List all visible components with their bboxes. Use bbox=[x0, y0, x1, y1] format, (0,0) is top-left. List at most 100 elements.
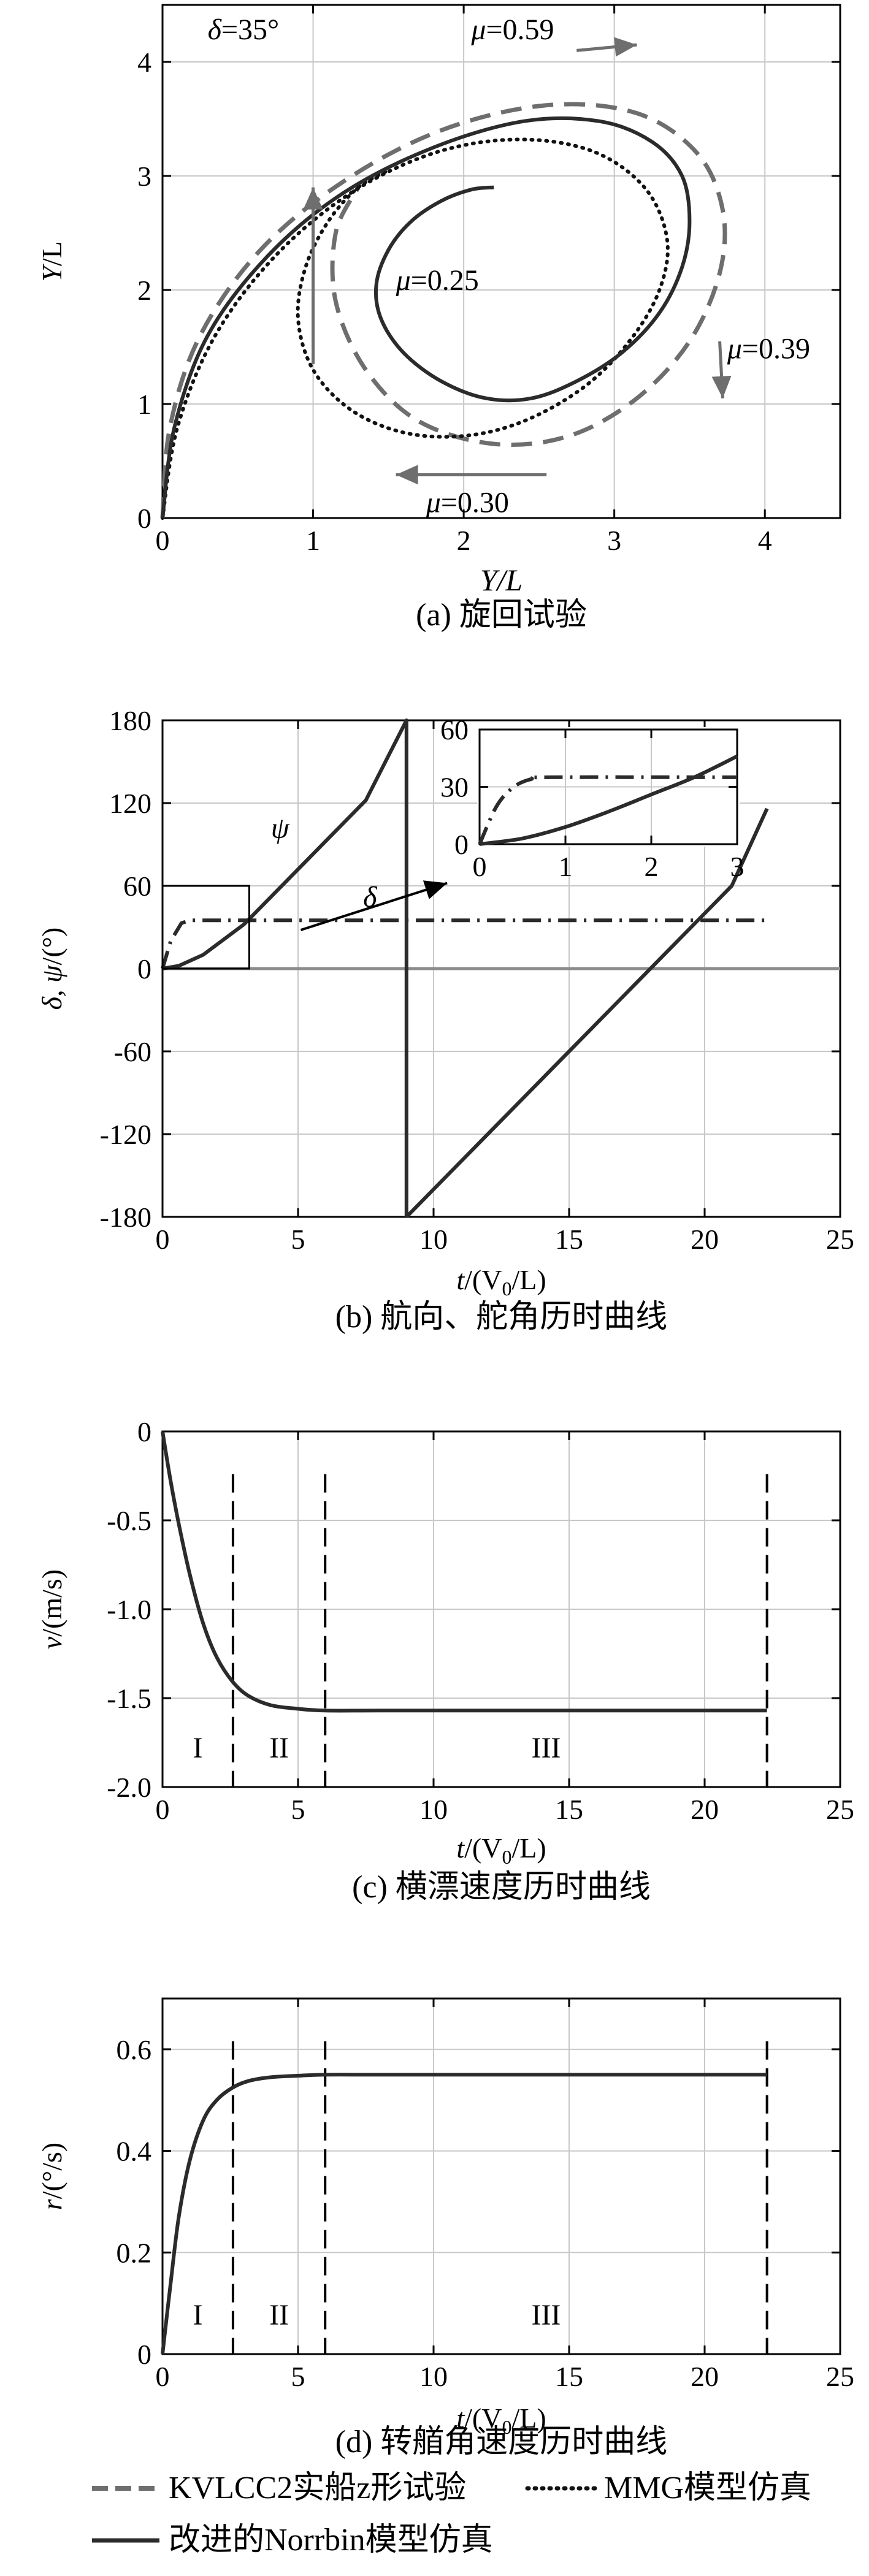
panel-a-ytick-label-4: 4 bbox=[137, 47, 151, 78]
panel-b-inset-xtick-label-0: 0 bbox=[473, 851, 487, 882]
panel-d-xtick-label-0: 0 bbox=[156, 2361, 170, 2392]
panel-d-series-norrbin bbox=[161, 2073, 767, 2355]
panel-a-xtick-label-1: 1 bbox=[306, 525, 320, 556]
panel-b-inset-xtick-label-1: 1 bbox=[559, 851, 573, 882]
panel-d-xtick-label-4: 20 bbox=[691, 2361, 719, 2392]
panel-c-xtick-label-3: 15 bbox=[555, 1794, 583, 1825]
panel-a-arrow-0-head bbox=[614, 37, 637, 57]
panel-b-ytick-label-4: -60 bbox=[114, 1036, 151, 1067]
panel-b-xtick-label-3: 15 bbox=[555, 1224, 583, 1255]
panel-c-ytick-label-1: -0.5 bbox=[107, 1505, 151, 1536]
panel-a-ytick-label-2: 2 bbox=[137, 275, 151, 306]
legend-label-dotted: MMG模型仿真 bbox=[604, 2471, 811, 2506]
panel-c-xtick-label-4: 20 bbox=[691, 1794, 719, 1825]
panel-d-xtick-label-3: 15 bbox=[555, 2361, 583, 2392]
panel-c-xtick-label-0: 0 bbox=[156, 1794, 170, 1825]
panel-c-ytick-label-0: 0 bbox=[137, 1416, 151, 1447]
panel-b-inset-ytick-label-0: 60 bbox=[440, 714, 469, 745]
panel-b-ytick-label-1: 120 bbox=[109, 788, 151, 819]
panel-b-xtick-label-1: 5 bbox=[291, 1224, 305, 1255]
panel-a-caption: (a) 旋回试验 bbox=[416, 598, 587, 633]
panel-a-annotation-3: μ=0.39 bbox=[727, 333, 810, 365]
panel-a-axes: 0 1 2 3 4 0 1 2 3 4 bbox=[137, 4, 841, 556]
panel-a-annotation-0: δ=35° bbox=[208, 13, 280, 46]
panel-a-xtick-label-3: 3 bbox=[607, 525, 621, 556]
legend-label-solid: 改进的Norrbin模型仿真 bbox=[169, 2523, 493, 2558]
panel-b-inset-series-δ bbox=[478, 775, 738, 845]
panel-d-axes: 0 5 10 15 20 25 0.6 0.4 0.2 0 bbox=[117, 1997, 854, 2392]
panel-d-ytick-label-0: 0.6 bbox=[117, 2034, 152, 2065]
panel-a-annotation-1: μ=0.59 bbox=[470, 13, 554, 46]
panel-b-annotation-0: ψ bbox=[271, 812, 290, 844]
panel-d-ytick-label-2: 0.2 bbox=[117, 2237, 152, 2268]
panel-c-xtick-label-5: 25 bbox=[826, 1794, 854, 1825]
panel-d-ytick-label-3: 0 bbox=[137, 2339, 151, 2370]
panel-d-xtick-label-1: 5 bbox=[291, 2361, 305, 2392]
panel-b-zoom-box bbox=[161, 885, 250, 970]
legend-label-dashed: KVLCC2实船z形试验 bbox=[169, 2471, 466, 2506]
panel-a-series-dotted bbox=[161, 137, 670, 520]
panel-a-xlabel: Y/L bbox=[480, 563, 523, 597]
panel-c-region-II: II bbox=[269, 1732, 289, 1764]
panel-b-annotation-1: δ bbox=[363, 881, 377, 913]
panel-b-xtick-label-5: 25 bbox=[826, 1224, 854, 1255]
panel-a-annotation-2: μ=0.25 bbox=[396, 264, 479, 297]
panel-b-ylabel: δ, ψ/(°) bbox=[36, 928, 67, 1010]
panel-d-region-II: II bbox=[269, 2299, 289, 2331]
panel-a-xtick-label-4: 4 bbox=[758, 525, 772, 556]
panel-a-series-dashed bbox=[160, 102, 727, 519]
panel-d-region-III: III bbox=[531, 2299, 561, 2331]
panel-c-region-I: I bbox=[193, 1732, 202, 1764]
panel-c-xlabel: t/(V0/L) bbox=[456, 1832, 546, 1868]
panel-c-series-norrbin bbox=[161, 1431, 767, 1713]
panel-d-caption: (d) 转艏角速度历时曲线 bbox=[335, 2425, 668, 2460]
panel-c-ytick-label-3: -1.5 bbox=[107, 1683, 151, 1714]
panel-c-xtick-label-1: 5 bbox=[291, 1794, 305, 1825]
panel-a-ytick-label-3: 3 bbox=[137, 161, 151, 192]
panel-d-ylabel: r/(°/s) bbox=[36, 2143, 67, 2210]
panel-a-frame bbox=[161, 4, 841, 519]
panel-a-ytick-label-0: 0 bbox=[137, 503, 151, 534]
panel-b-xlabel: t/(V0/L) bbox=[456, 1264, 546, 1300]
panel-b-ytick-label-3: 0 bbox=[137, 953, 151, 985]
panel-c-ytick-label-2: -1.0 bbox=[107, 1594, 151, 1625]
panel-b-series-ψ-seg-0 bbox=[162, 718, 408, 1217]
panel-a-ytick-label-1: 1 bbox=[137, 389, 151, 420]
panel-c-ylabel: v/(m/s) bbox=[36, 1569, 67, 1649]
panel-b-inset-xtick-label-2: 2 bbox=[645, 851, 659, 882]
panel-b-caption: (b) 航向、舵角历时曲线 bbox=[335, 1300, 668, 1335]
panel-b-ytick-label-6: -180 bbox=[100, 1202, 151, 1233]
panel-b-inset-xtick-label-3: 3 bbox=[730, 851, 745, 882]
panel-d-frame bbox=[161, 1997, 841, 2355]
panel-c-caption: (c) 横漂速度历时曲线 bbox=[352, 1870, 651, 1905]
panel-a-series-solid bbox=[161, 116, 692, 519]
panel-a-xtick-label-0: 0 bbox=[156, 525, 170, 556]
panel-a-ylabel: Y/L bbox=[36, 241, 67, 281]
panel-c-region-III: III bbox=[531, 1732, 561, 1764]
panel-b-inset-ytick-label-2: 0 bbox=[454, 829, 469, 860]
panel-a-xtick-label-2: 2 bbox=[457, 525, 471, 556]
panel-c-ytick-label-4: -2.0 bbox=[107, 1772, 151, 1803]
panel-a-annotation-4: μ=0.30 bbox=[426, 487, 509, 519]
panel-d-xlabel: t/(V0/L) bbox=[456, 2403, 546, 2438]
panel-b-inset-ytick-label-1: 30 bbox=[440, 772, 469, 803]
panel-b-xtick-label-2: 10 bbox=[419, 1224, 448, 1255]
panel-b-series-δ bbox=[161, 918, 767, 969]
panel-b-xtick-label-0: 0 bbox=[156, 1224, 170, 1255]
panel-a-arrow-2-head bbox=[396, 465, 418, 485]
panel-a-arrow-1-head bbox=[711, 375, 732, 398]
panel-b-ytick-label-0: 180 bbox=[109, 705, 151, 736]
panel-b-zoom-arrow-head bbox=[423, 880, 448, 899]
panel-c-xtick-label-2: 10 bbox=[419, 1794, 448, 1825]
panel-d-ytick-label-1: 0.4 bbox=[117, 2136, 152, 2167]
panel-b-series-ψ-seg-1 bbox=[405, 807, 769, 1219]
panel-b-ytick-label-2: 60 bbox=[123, 871, 151, 902]
panel-b-zoom-arrow-shaft bbox=[300, 882, 448, 931]
panel-c-axes: 0 5 10 15 20 25 0 -0.5 -1.0 -1.5 -2.0 bbox=[107, 1416, 854, 1825]
panel-a-arrow-3-head bbox=[303, 187, 323, 210]
panel-d-region-I: I bbox=[193, 2299, 202, 2331]
panel-b-ytick-label-5: -120 bbox=[100, 1119, 151, 1150]
panel-d-xtick-label-5: 25 bbox=[826, 2361, 854, 2392]
